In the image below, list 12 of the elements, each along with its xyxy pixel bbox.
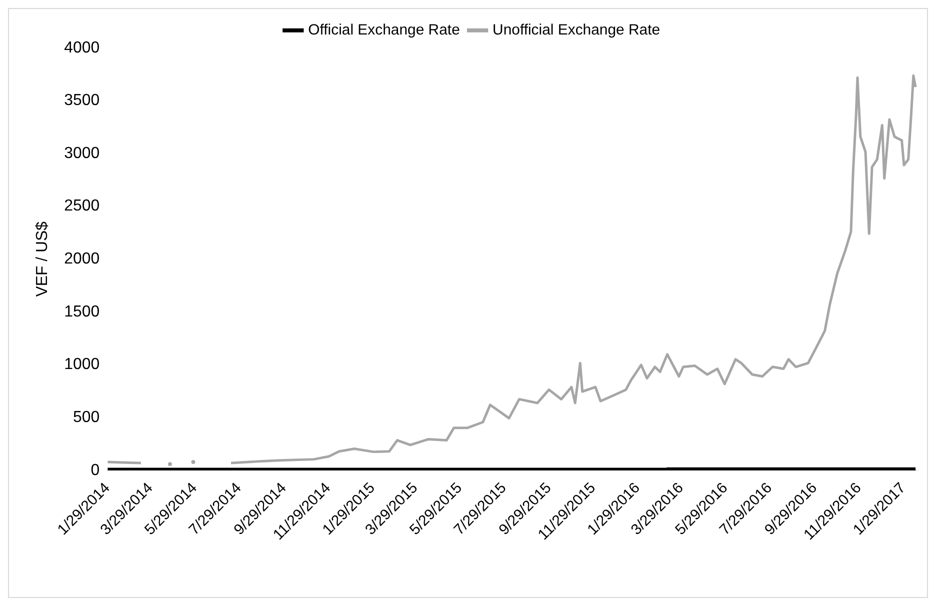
y-axis-title: VEF / US$ bbox=[34, 221, 51, 297]
y-tick-label: 1000 bbox=[64, 356, 100, 374]
y-tick-label: 3000 bbox=[64, 144, 100, 162]
y-tick-label: 2000 bbox=[64, 250, 100, 268]
y-tick-label: 4000 bbox=[64, 39, 100, 56]
y-tick-label: 3500 bbox=[64, 92, 100, 110]
y-tick-label: 2500 bbox=[64, 198, 100, 215]
y-tick-label: 1500 bbox=[64, 303, 100, 320]
legend-label: Unofficial Exchange Rate bbox=[492, 22, 660, 39]
legend-label: Official Exchange Rate bbox=[308, 22, 460, 39]
y-tick-label: 500 bbox=[72, 408, 100, 426]
y-tick-label: 0 bbox=[90, 462, 100, 479]
